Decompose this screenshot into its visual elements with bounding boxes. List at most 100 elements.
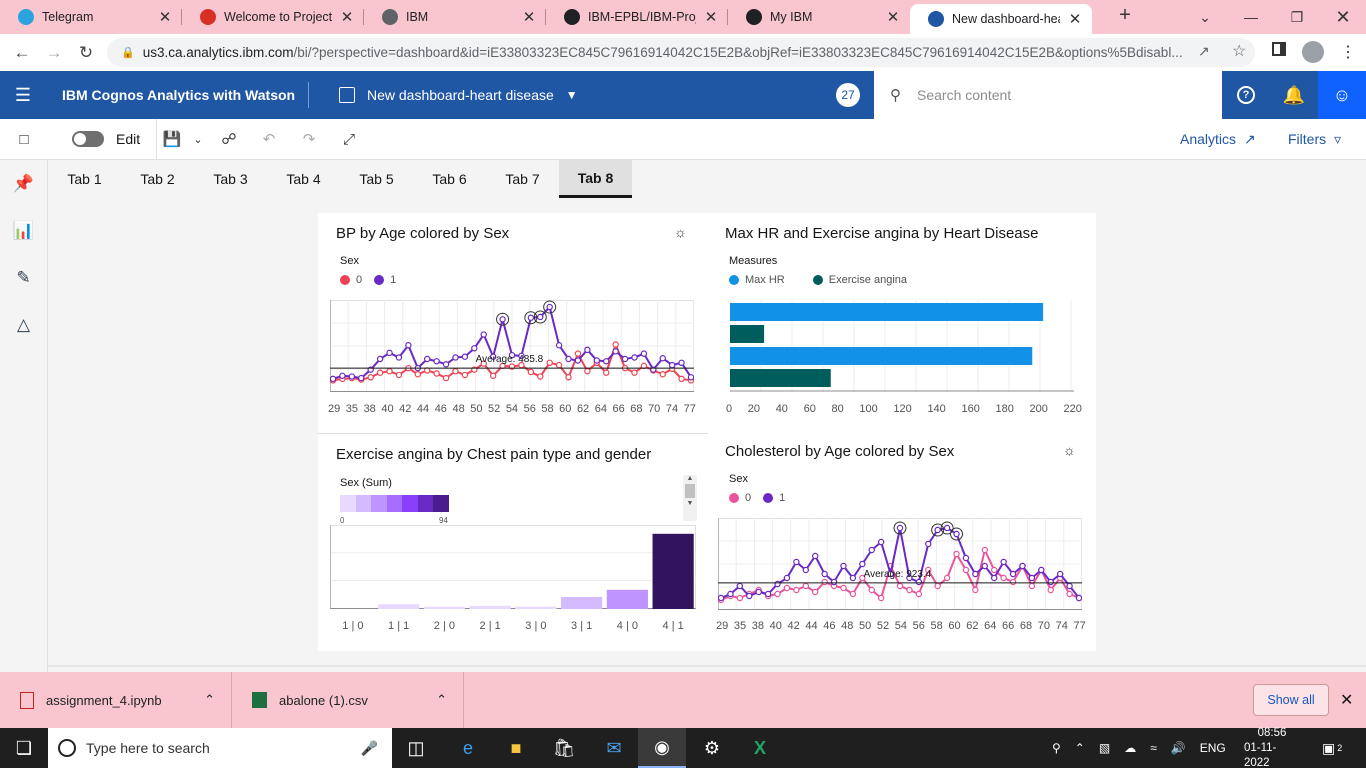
minimize-icon[interactable]: — [1228, 0, 1274, 34]
analytics-label: Analytics [1180, 131, 1236, 148]
onedrive-icon[interactable]: ☁ [1124, 741, 1136, 755]
dashboard-title-switcher[interactable]: New dashboard-heart disease ▼ [309, 87, 829, 103]
excel-icon[interactable]: X [736, 728, 784, 768]
forward-icon[interactable]: → [38, 43, 70, 63]
edge-icon[interactable]: e [444, 728, 492, 768]
chrome-icon[interactable]: ◉ [638, 728, 686, 768]
back-icon[interactable]: ← [6, 43, 38, 63]
close-tab-icon[interactable]: ✕ [886, 8, 900, 26]
browser-tab[interactable]: Telegram ✕ [0, 0, 182, 34]
reload-icon[interactable]: ↻ [70, 43, 102, 63]
insight-bulb-icon[interactable]: ☼ [1063, 442, 1076, 458]
dashboard-tab[interactable]: Tab 7 [486, 160, 559, 198]
clock[interactable]: 08:56 01-11-2022 [1244, 728, 1300, 768]
chevron-up-icon[interactable]: ⌃ [204, 692, 215, 708]
notification-count-badge[interactable]: 27 [836, 83, 860, 107]
save-menu-chevron-icon[interactable]: ⌄ [187, 133, 209, 146]
help-icon[interactable]: ? [1222, 71, 1270, 119]
browser-tab[interactable]: IBM ✕ [364, 0, 546, 34]
download-item[interactable]: abalone (1).csv ⌃ [232, 672, 464, 728]
insight-bulb-icon[interactable]: ☼ [674, 224, 687, 240]
fullscreen-icon[interactable]: ⤢ [329, 131, 369, 148]
windows-start-icon[interactable]: ❏ [0, 728, 48, 768]
taskbar-search[interactable]: Type here to search 🎤 [48, 728, 392, 768]
undo-icon[interactable]: ↶ [249, 130, 289, 148]
show-all-button[interactable]: Show all [1253, 684, 1329, 716]
url-field[interactable]: 🔒 us3.ca.analytics.ibm.com/bi/?perspecti… [107, 38, 1255, 67]
search-input[interactable]: Search content [917, 87, 1011, 103]
microphone-icon[interactable]: 🎤 [361, 740, 378, 757]
people-icon[interactable]: ⚲ [1052, 741, 1061, 755]
scroll-thumb[interactable] [685, 484, 695, 498]
comment-icon[interactable]: □ [0, 131, 48, 148]
dashboard-tab[interactable]: Tab 4 [267, 160, 340, 198]
close-downloads-icon[interactable]: ✕ [1340, 690, 1353, 710]
mail-icon[interactable]: ✉ [590, 728, 638, 768]
dashboard-tab[interactable]: Tab 6 [413, 160, 486, 198]
new-tab-button[interactable]: + [1110, 4, 1140, 27]
data-point [737, 595, 742, 600]
bookmark-star-icon[interactable]: ☆ [1232, 41, 1246, 61]
file-explorer-icon[interactable]: ■ [492, 728, 540, 768]
store-icon[interactable]: 🛍 [540, 728, 588, 768]
download-item[interactable]: assignment_4.ipynb ⌃ [0, 672, 232, 728]
chevron-down-icon[interactable]: ▼ [566, 88, 578, 102]
close-tab-icon[interactable]: ✕ [158, 8, 172, 26]
bell-icon[interactable]: 🔔 [1270, 71, 1318, 119]
pin-icon[interactable]: 📌 [0, 160, 47, 207]
close-window-icon[interactable]: ✕ [1320, 0, 1366, 34]
browser-tab[interactable]: Welcome to Project! D ✕ [182, 0, 364, 34]
visualizations-icon[interactable]: 📊 [0, 207, 47, 254]
taskbar-search-input[interactable]: Type here to search [86, 740, 351, 756]
browser-tab[interactable]: IBM-EPBL/IBM-Project ✕ [546, 0, 728, 34]
dashboard-tab[interactable]: Tab 1 [48, 160, 121, 198]
scroll-up-icon[interactable]: ▲ [683, 475, 697, 482]
dashboard-tab[interactable]: Tab 2 [121, 160, 194, 198]
widgets-icon[interactable]: ✎ [0, 254, 47, 301]
task-view-icon[interactable]: ◫ [392, 728, 440, 768]
maxhr-bar-chart[interactable] [730, 300, 1074, 392]
filters-button[interactable]: Filters ▿ [1288, 131, 1341, 148]
restore-icon[interactable]: ❐ [1274, 0, 1320, 34]
tray-chevron-icon[interactable]: ⌃ [1075, 741, 1085, 755]
data-point [604, 359, 609, 364]
language-indicator[interactable]: ENG [1200, 741, 1226, 755]
search-box[interactable]: ⚲ Search content [874, 71, 1222, 119]
save-icon[interactable]: 💾 [157, 130, 187, 148]
assistant-icon[interactable]: △ [0, 301, 47, 348]
settings-gear-icon[interactable]: ⚙ [688, 728, 736, 768]
edit-toggle[interactable] [72, 131, 104, 147]
notification-center-icon[interactable]: ▣ 2 [1322, 728, 1342, 768]
user-icon[interactable]: ☺ [1318, 71, 1366, 119]
volume-icon[interactable]: 🔊 [1171, 741, 1186, 755]
close-tab-icon[interactable]: ✕ [340, 8, 354, 26]
hamburger-menu-icon[interactable]: ☰ [0, 85, 46, 106]
close-tab-icon[interactable]: ✕ [1068, 10, 1082, 28]
redo-icon[interactable]: ↷ [289, 130, 329, 148]
x-tick-label: 60 [804, 403, 816, 415]
wifi-icon[interactable]: ≈ [1150, 741, 1157, 755]
share-network-icon[interactable]: ☍ [209, 130, 249, 148]
battery-icon[interactable]: ▧ [1099, 741, 1110, 755]
browser-menu-icon[interactable]: ⋮ [1340, 42, 1356, 62]
legend-swatch-maxhr [729, 275, 739, 285]
scroll-down-icon[interactable]: ▼ [683, 500, 697, 507]
browser-tab[interactable]: New dashboard-heart ✕ [910, 4, 1092, 34]
close-tab-icon[interactable]: ✕ [704, 8, 718, 26]
dashboard-tab[interactable]: Tab 8 [559, 160, 632, 198]
chevron-up-icon[interactable]: ⌃ [436, 692, 447, 708]
profile-avatar[interactable] [1302, 41, 1324, 63]
close-tab-icon[interactable]: ✕ [522, 8, 536, 26]
legend-scrollbar[interactable]: ▲ ▼ [683, 475, 697, 521]
browser-tab[interactable]: My IBM ✕ [728, 0, 910, 34]
chol-line-chart[interactable]: Average: 923.4 [718, 518, 1082, 610]
share-icon[interactable]: ↗ [1198, 43, 1210, 60]
data-point [349, 374, 354, 379]
tab-search-icon[interactable]: ⌄ [1182, 0, 1228, 34]
dashboard-tab[interactable]: Tab 5 [340, 160, 413, 198]
analytics-button[interactable]: Analytics ↗ [1180, 131, 1256, 148]
angina-bar-chart[interactable] [330, 525, 696, 609]
dashboard-tab[interactable]: Tab 3 [194, 160, 267, 198]
bp-line-chart[interactable]: Average: 485.8 [330, 300, 694, 392]
side-panel-icon[interactable] [1272, 42, 1286, 56]
